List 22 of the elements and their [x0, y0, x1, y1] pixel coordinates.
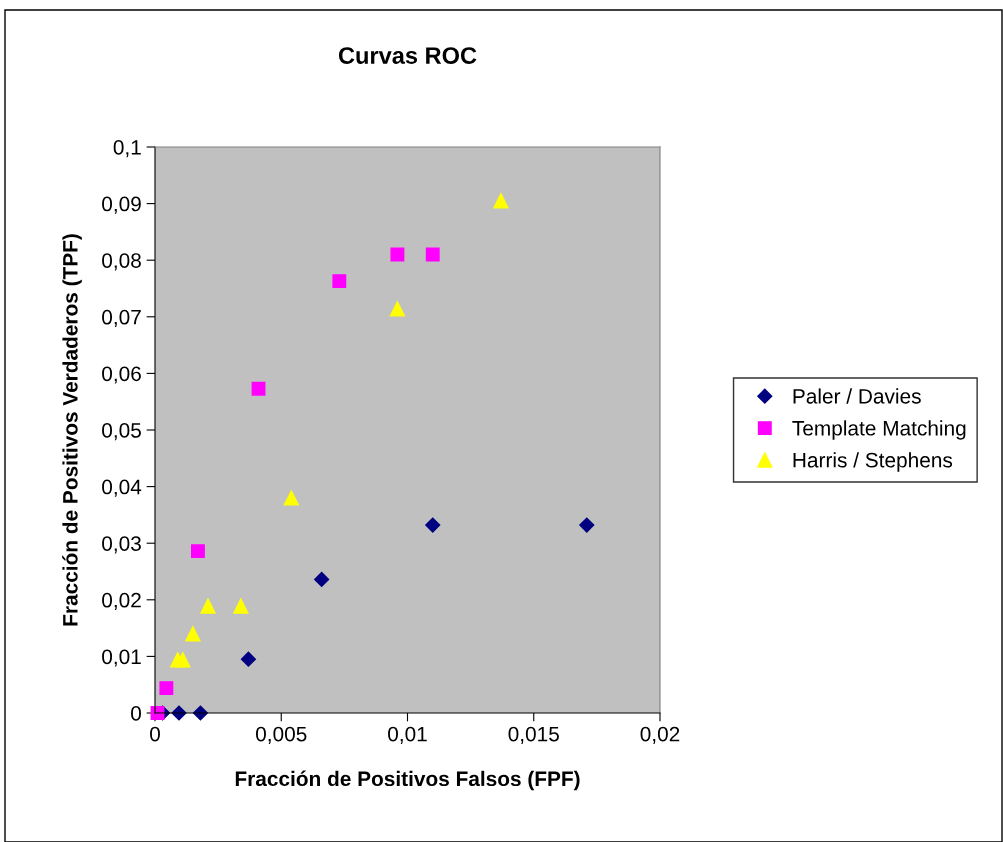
y-tick-label: 0,08 [102, 253, 141, 271]
y-tick-label: 0,05 [102, 423, 141, 441]
x-tick-label: 0,005 [256, 726, 307, 744]
legend-label: Harris / Stephens [793, 452, 953, 472]
y-tick-label: 0,02 [102, 592, 141, 611]
y-tick-label: 0,01 [102, 649, 141, 667]
x-tick-label: 0,015 [508, 726, 559, 744]
y-tick-label: 0,07 [102, 309, 141, 328]
legend-label: Paler / Davies [793, 388, 921, 404]
y-tick-label: 0,1 [113, 140, 141, 158]
y-tick-label: 0 [131, 706, 141, 721]
y-tick-label: 0,04 [102, 479, 142, 497]
x-tick-label: 0 [150, 726, 160, 742]
y-tick-label: 0,03 [102, 536, 141, 554]
x-tick-label: 0,01 [388, 726, 427, 744]
chart-title: Curvas ROC [338, 47, 477, 64]
x-axis-title: Fracción de Positivos Falsos (FPF) [235, 770, 580, 791]
y-axis-title: Fracción de Positivos Verdaderos (TPF) [62, 234, 82, 626]
y-tick-label: 0,09 [102, 196, 141, 214]
y-tick-label: 0,06 [102, 366, 141, 384]
legend-label: Template Matching [792, 420, 966, 440]
x-tick-label: 0,02 [640, 726, 680, 744]
